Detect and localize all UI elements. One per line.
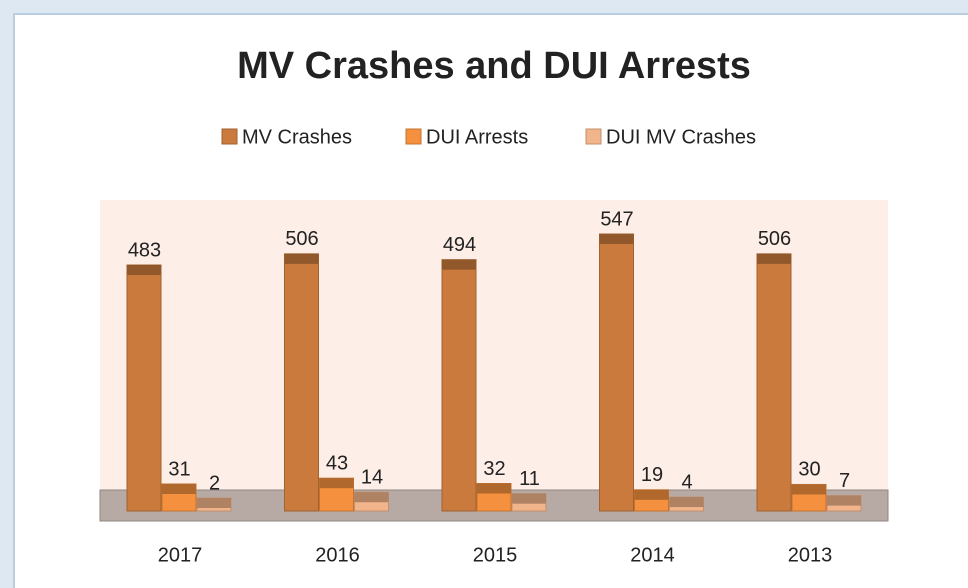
data-label: 32 xyxy=(483,458,505,480)
data-label: 30 xyxy=(798,459,820,481)
data-label: 43 xyxy=(326,452,348,474)
legend-label: DUI Arrests xyxy=(426,126,528,148)
bar-body xyxy=(284,253,319,512)
bar xyxy=(441,259,477,512)
bar-cap xyxy=(512,493,546,504)
bar xyxy=(634,489,669,512)
legend-swatch xyxy=(221,128,238,145)
bar xyxy=(599,233,634,512)
data-label: 483 xyxy=(128,239,161,261)
x-tick-label: 2015 xyxy=(473,544,518,566)
data-label: 7 xyxy=(839,470,850,492)
bar xyxy=(196,497,232,512)
data-label: 19 xyxy=(641,464,663,486)
bar xyxy=(791,483,827,512)
bar-body xyxy=(441,259,477,512)
bar xyxy=(511,493,547,512)
bar-cap xyxy=(284,253,319,264)
legend-swatch xyxy=(585,128,602,145)
bar-cap xyxy=(827,495,861,506)
bar-body xyxy=(756,253,792,512)
x-tick-label: 2014 xyxy=(630,544,675,566)
bar-cap xyxy=(162,483,196,494)
chart-title: MV Crashes and DUI Arrests xyxy=(237,45,751,87)
data-label: 506 xyxy=(285,228,318,250)
data-label: 4 xyxy=(681,471,692,493)
x-tick-label: 2013 xyxy=(788,544,833,566)
x-tick-label: 2017 xyxy=(158,544,203,566)
legend-label: MV Crashes xyxy=(242,126,352,148)
bar xyxy=(354,491,389,512)
bar-cap xyxy=(792,484,826,495)
bar-cap xyxy=(477,483,511,494)
bar xyxy=(476,482,512,512)
data-label: 31 xyxy=(168,458,190,480)
bar-cap xyxy=(442,259,476,270)
bar-body xyxy=(599,233,634,512)
bar-body xyxy=(126,264,162,512)
bar xyxy=(284,253,319,512)
bar-cap xyxy=(757,253,791,264)
bar xyxy=(826,495,862,512)
legend-swatch xyxy=(405,128,422,145)
bar-cap xyxy=(354,492,389,503)
bar xyxy=(126,264,162,512)
data-label: 494 xyxy=(443,234,476,256)
bar-cap xyxy=(634,489,669,500)
data-label: 2 xyxy=(209,472,220,494)
bar xyxy=(161,483,197,512)
bar-cap xyxy=(127,265,161,276)
data-label: 547 xyxy=(600,208,633,230)
data-label: 14 xyxy=(361,466,383,488)
data-label: 506 xyxy=(758,228,791,250)
x-tick-label: 2016 xyxy=(315,544,360,566)
bar-cap xyxy=(319,478,354,489)
data-label: 11 xyxy=(519,468,540,490)
legend-label: DUI MV Crashes xyxy=(606,126,756,148)
bar-cap xyxy=(197,498,231,509)
bar xyxy=(669,496,704,512)
bar-cap xyxy=(669,497,704,508)
bar-cap xyxy=(599,234,634,244)
bar xyxy=(319,477,354,512)
bar xyxy=(756,253,792,512)
